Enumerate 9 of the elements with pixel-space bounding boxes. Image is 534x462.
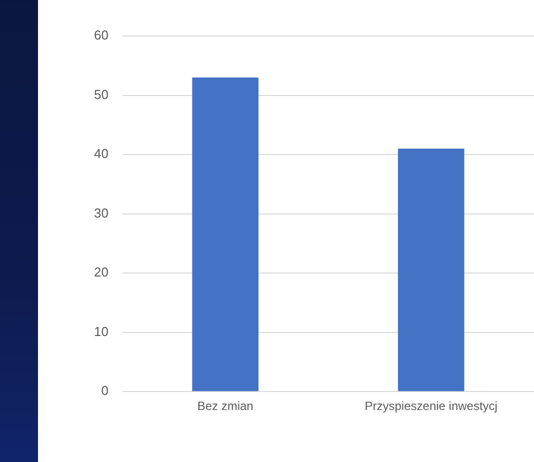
y-tick-label: 0 <box>101 383 108 398</box>
y-tick-label: 50 <box>94 86 108 102</box>
y-tick-label: 30 <box>94 205 108 220</box>
x-tick-label: Przyspieszenie inwestycj <box>364 399 498 414</box>
x-tick-label: Bez zmian <box>197 399 254 414</box>
y-tick-label: 60 <box>94 28 108 43</box>
y-tick-label: 10 <box>94 324 108 339</box>
y-tick-label: 40 <box>94 146 108 162</box>
y-tick-label: 20 <box>94 264 108 280</box>
